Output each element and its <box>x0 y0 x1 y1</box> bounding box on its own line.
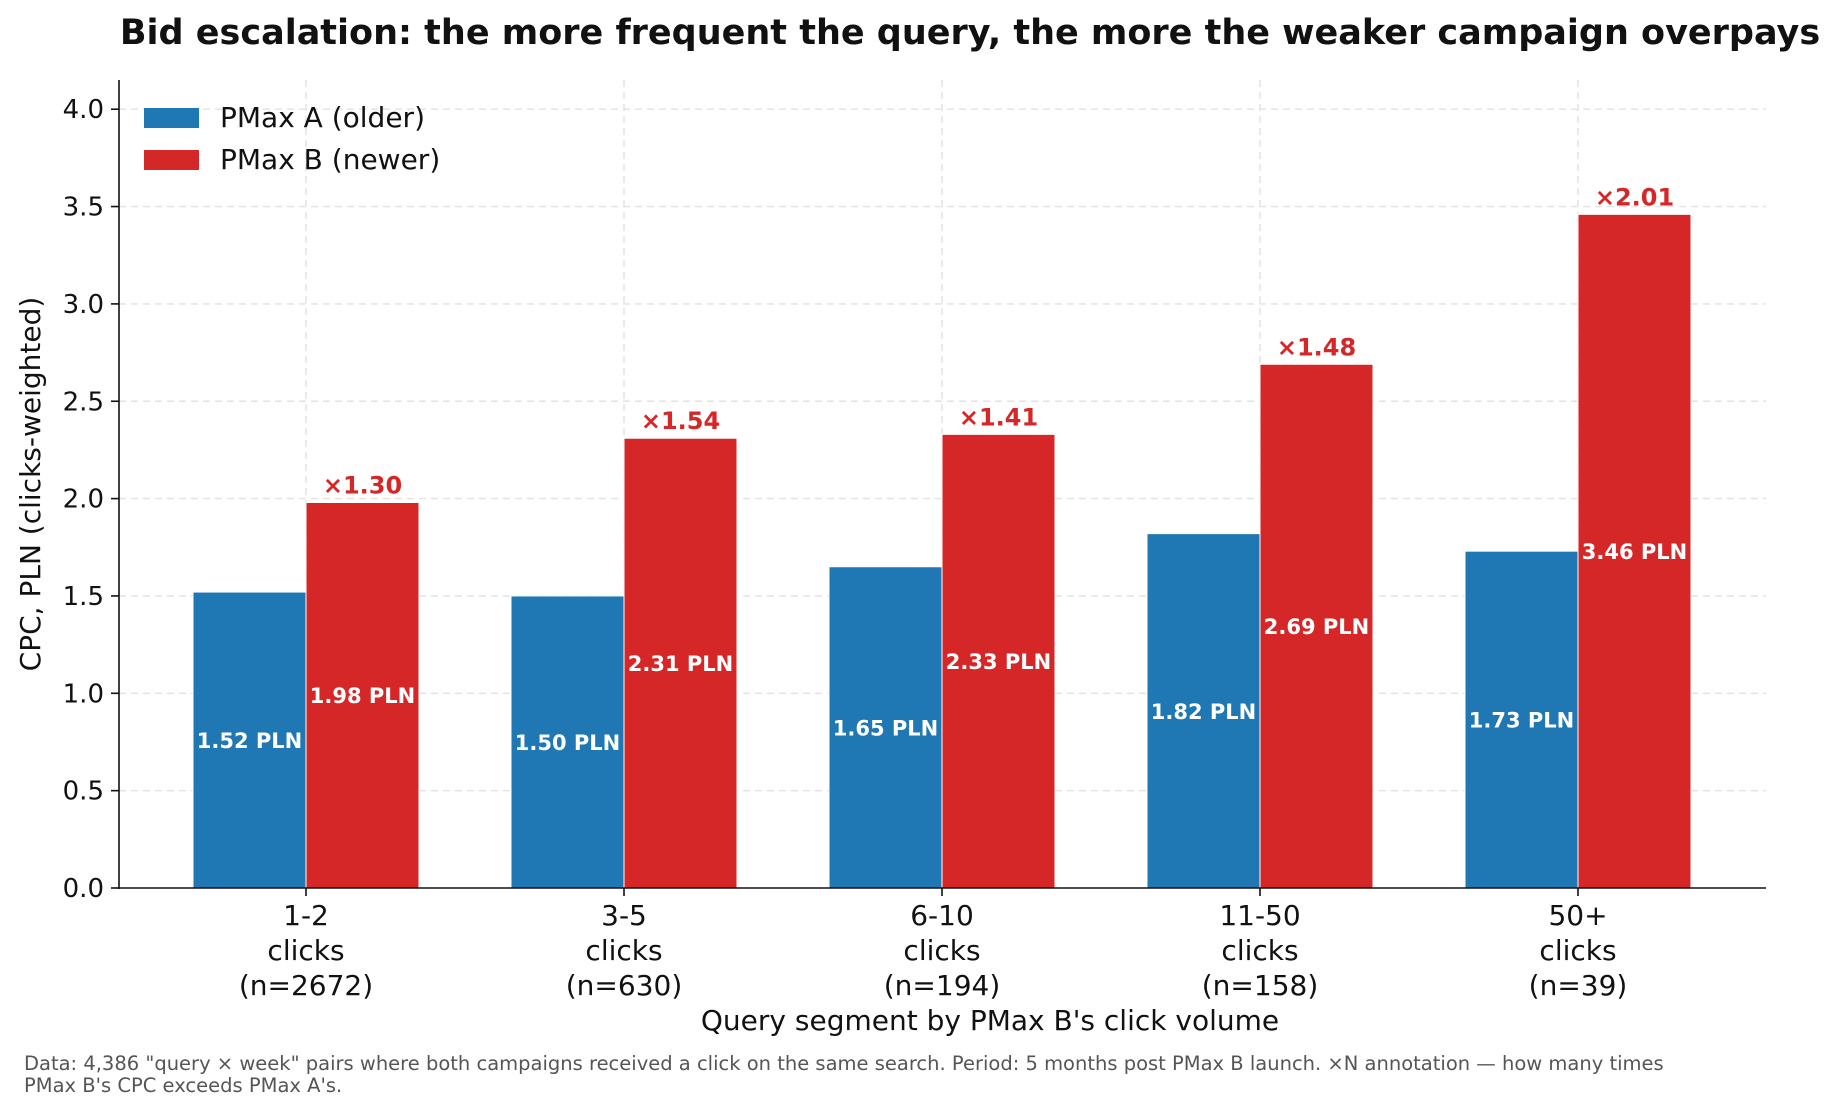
bar-pmax-b <box>1259 363 1374 889</box>
bar-pmax-b <box>1577 213 1692 889</box>
x-tick-label: 6-10 <box>910 899 974 932</box>
x-ticks: 1-2clicks(n=2672)3-5clicks(n=630)6-10cli… <box>239 888 1628 1002</box>
x-tick-label: 1-2 <box>283 899 329 932</box>
y-tick-label: 0.0 <box>63 874 104 904</box>
legend-label-pmax-a: PMax A (older) <box>220 101 425 134</box>
y-tick-label: 1.5 <box>63 582 104 612</box>
ratio-annotation: ×2.01 <box>1595 183 1674 211</box>
y-tick-label: 3.5 <box>63 193 104 223</box>
bar-value-label: 1.52 PLN <box>197 729 302 753</box>
footnote-line-1: Data: 4,386 "query × week" pairs where b… <box>24 1052 1664 1075</box>
x-tick-label: 3-5 <box>601 899 647 932</box>
bar-pmax-b <box>305 501 420 889</box>
x-tick-label: (n=158) <box>1202 969 1319 1002</box>
bar-value-label: 1.73 PLN <box>1469 709 1574 733</box>
y-tick-label: 2.0 <box>63 485 104 515</box>
legend-label-pmax-b: PMax B (newer) <box>220 143 440 176</box>
data-labels: 1.52 PLN 1.98 PLN ×1.30 1.50 PLN 2.31 PLN ×1.… <box>197 183 1687 755</box>
x-tick-label: clicks <box>903 934 980 967</box>
y-axis-title: CPC, PLN (clicks-weighted) <box>14 297 47 672</box>
ratio-annotation: ×1.48 <box>1277 333 1356 361</box>
bar-value-label: 2.31 PLN <box>628 652 733 676</box>
x-tick-label: (n=2672) <box>239 969 373 1002</box>
bar-pmax-a <box>1146 533 1261 889</box>
x-tick-label: 50+ <box>1548 899 1607 932</box>
y-ticks: 0.0 0.5 1.0 1.5 2.0 2.5 3.0 3.5 4.0 <box>63 95 119 904</box>
x-tick-label: (n=39) <box>1529 969 1628 1002</box>
bar-pmax-a <box>828 566 943 889</box>
x-tick-label: clicks <box>1221 934 1298 967</box>
footnote-line-2: PMax B's CPC exceeds PMax A's. <box>24 1074 343 1097</box>
chart-title: Bid escalation: the more frequent the qu… <box>120 13 1820 53</box>
y-tick-label: 0.5 <box>63 777 104 807</box>
x-tick-label: (n=630) <box>566 969 683 1002</box>
bar-pmax-b <box>941 433 1056 889</box>
legend-swatch-pmax-b <box>144 150 199 170</box>
x-tick-label: 11-50 <box>1219 899 1300 932</box>
ratio-annotation: ×1.30 <box>323 471 402 499</box>
footnote: Data: 4,386 "query × week" pairs where b… <box>24 1053 1824 1097</box>
bar-value-label: 3.46 PLN <box>1582 540 1687 564</box>
ratio-annotation: ×1.54 <box>641 407 720 435</box>
x-axis-title: Query segment by PMax B's click volume <box>701 1004 1279 1037</box>
x-tick-label: clicks <box>585 934 662 967</box>
legend: PMax A (older) PMax B (newer) <box>144 101 440 176</box>
bar-value-label: 1.50 PLN <box>515 731 620 755</box>
bar-chart: Bid escalation: the more frequent the qu… <box>14 13 1820 1037</box>
bar-value-label: 1.82 PLN <box>1151 700 1256 724</box>
bar-value-label: 2.69 PLN <box>1264 615 1369 639</box>
x-tick-label: (n=194) <box>884 969 1001 1002</box>
bar-value-label: 1.98 PLN <box>310 684 415 708</box>
y-tick-label: 2.5 <box>63 387 104 417</box>
ratio-annotation: ×1.41 <box>959 403 1038 431</box>
y-tick-label: 3.0 <box>63 290 104 320</box>
bar-value-label: 2.33 PLN <box>946 650 1051 674</box>
bar-value-label: 1.65 PLN <box>833 716 938 740</box>
bar-pmax-b <box>623 437 738 889</box>
legend-swatch-pmax-a <box>144 108 199 128</box>
bars <box>192 213 1692 889</box>
bar-pmax-a <box>510 595 625 889</box>
x-tick-label: clicks <box>1539 934 1616 967</box>
y-tick-label: 1.0 <box>63 679 104 709</box>
x-tick-label: clicks <box>267 934 344 967</box>
y-tick-label: 4.0 <box>63 95 104 125</box>
